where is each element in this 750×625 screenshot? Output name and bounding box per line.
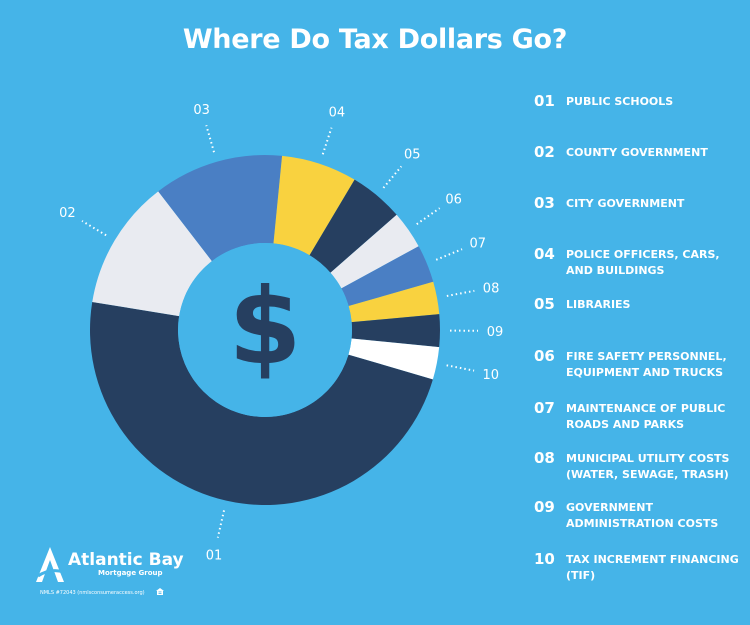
equal-housing-icon [156, 588, 164, 595]
callout-label-08: 08 [483, 282, 500, 297]
callout-label-02: 02 [59, 206, 76, 221]
slice-02 [92, 191, 212, 317]
leader-line-03 [205, 124, 215, 153]
legend-number: 09 [534, 498, 555, 516]
logo-subtitle: Mortgage Group [98, 569, 163, 577]
leader-lines [81, 124, 479, 538]
donut-slices [89, 155, 440, 506]
legend-number: 04 [534, 245, 555, 263]
callout-label-03: 03 [193, 103, 210, 118]
callout-label-01: 01 [206, 548, 223, 563]
callout-label-04: 04 [329, 106, 346, 121]
leader-line-10 [446, 364, 475, 372]
slice-07 [341, 246, 434, 307]
callout-label-09: 09 [487, 325, 504, 340]
legend-number: 07 [534, 399, 555, 417]
legend-label: TAX INCREMENT FINANCING (TIF) [566, 553, 739, 582]
slice-04 [273, 155, 355, 256]
slice-03 [158, 155, 283, 262]
legend-label: MAINTENANCE OF PUBLIC ROADS AND PARKS [566, 402, 726, 431]
legend-label: COUNTY GOVERNMENT [566, 146, 708, 159]
legend-number: 08 [534, 449, 555, 467]
callout-label-06: 06 [445, 192, 462, 207]
center-circle [178, 243, 352, 417]
legend-label: POLICE OFFICERS, CARS, AND BUILDINGS [566, 248, 720, 277]
legend-number: 10 [534, 550, 555, 568]
legend-label: LIBRARIES [566, 298, 631, 311]
dollar-sign: $ [228, 266, 301, 388]
slice-10 [348, 338, 440, 380]
leader-line-08 [446, 289, 475, 297]
leader-line-06 [416, 207, 441, 225]
leader-line-02 [81, 220, 107, 237]
leader-line-07 [435, 248, 463, 261]
logo-a-icon [36, 547, 65, 582]
callout-labels: 01 02 03 04 05 06 07 08 09 10 [59, 103, 503, 563]
legend-number: 01 [534, 92, 555, 110]
logo-name: Atlantic Bay [68, 550, 184, 570]
leader-line-04 [321, 127, 333, 155]
leader-line-05 [382, 165, 403, 189]
legend-label: PUBLIC SCHOOLS [566, 95, 674, 108]
legend-label: MUNICIPAL UTILITY COSTS (WATER, SEWAGE, … [566, 452, 730, 481]
nmls-text: NMLS #72043 (nmlsconsumeraccess.org) [40, 590, 145, 596]
slice-01 [89, 302, 433, 506]
callout-label-07: 07 [470, 237, 487, 252]
page-title: Where Do Tax Dollars Go? [182, 24, 568, 55]
callout-label-05: 05 [404, 147, 421, 162]
slice-08 [348, 281, 440, 323]
legend-label: GOVERNMENT ADMINISTRATION COSTS [566, 501, 719, 530]
legend-number: 05 [534, 295, 555, 313]
legend-label: CITY GOVERNMENT [566, 197, 685, 210]
slice-09 [351, 314, 440, 348]
slice-05 [309, 179, 397, 273]
legend-label: FIRE SAFETY PERSONNEL, EQUIPMENT AND TRU… [566, 350, 727, 379]
legend-number: 03 [534, 194, 555, 212]
legend-number: 02 [534, 143, 555, 161]
legend-number: 06 [534, 347, 555, 365]
leader-line-01 [216, 510, 225, 538]
callout-label-10: 10 [483, 368, 500, 383]
slice-06 [330, 214, 419, 289]
